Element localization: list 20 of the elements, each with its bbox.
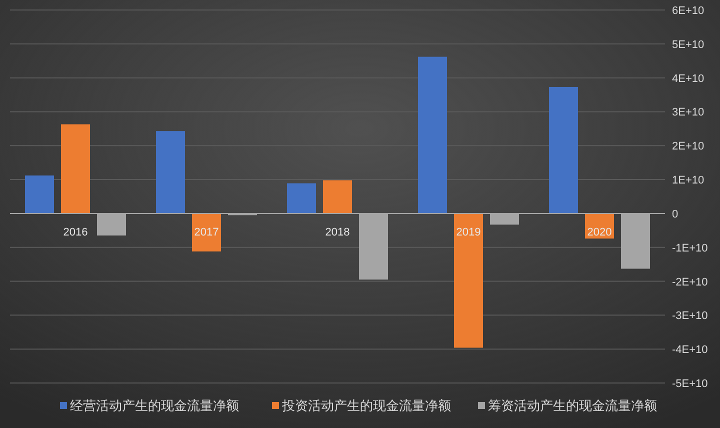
x-tick-label: 2017	[194, 226, 219, 238]
x-tick-label: 2019	[456, 226, 481, 238]
y-tick-label: 1E+10	[672, 174, 704, 187]
y-tick-label: -5E+10	[672, 378, 708, 390]
y-tick-label: 5E+10	[672, 38, 704, 51]
y-tick-label: 2E+10	[672, 140, 704, 153]
y-tick-label: -2E+10	[672, 276, 708, 288]
y-tick-label: 0	[672, 208, 678, 220]
y-tick-label: 3E+10	[672, 106, 704, 119]
y-tick-label: -4E+10	[672, 344, 708, 356]
legend-label: 筹资活动产生的现金流量净额	[488, 398, 657, 413]
x-tick-label: 2018	[325, 226, 350, 238]
y-tick-label: 4E+10	[672, 72, 704, 85]
legend-label: 经营活动产生的现金流量净额	[70, 398, 239, 413]
x-tick-label: 2020	[587, 226, 612, 238]
y-tick-label: -3E+10	[672, 310, 708, 322]
y-tick-label: -1E+10	[672, 242, 708, 254]
y-tick-label: 6E+10	[672, 5, 704, 17]
legend-label: 投资活动产生的现金流量净额	[281, 398, 451, 413]
x-tick-label: 2016	[63, 226, 88, 238]
